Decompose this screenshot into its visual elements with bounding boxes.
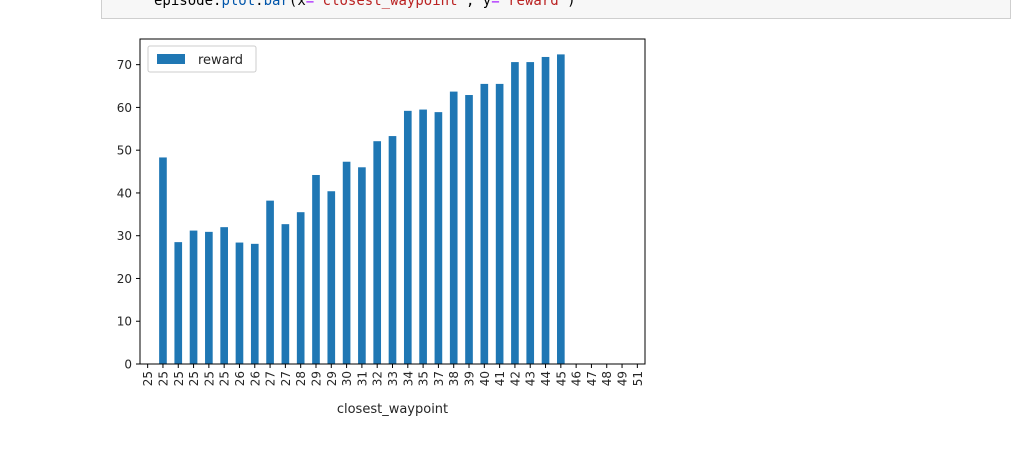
x-tick-label: 43 <box>524 371 538 386</box>
bar <box>541 56 550 365</box>
x-tick-label: 29 <box>325 371 339 386</box>
y-tick-label: 70 <box>117 58 132 72</box>
x-axis-label: closest_waypoint <box>337 402 448 417</box>
code-method-bar: bar <box>263 0 289 9</box>
bar <box>250 243 259 364</box>
x-tick-label: 34 <box>401 371 415 386</box>
code-dot: . <box>255 0 264 9</box>
code-string-y: 'reward' <box>499 0 568 9</box>
code-eq: = <box>305 0 315 9</box>
code-line: episode.plot.bar(x='closest_waypoint', y… <box>154 0 576 11</box>
x-tick-label: 27 <box>279 371 293 386</box>
bar <box>189 230 198 364</box>
x-tick-label: 29 <box>309 371 323 386</box>
code-kw-y: y <box>482 0 492 9</box>
y-tick-label: 20 <box>117 272 132 286</box>
x-tick-label: 30 <box>340 371 354 386</box>
code-paren-close: ) <box>567 0 576 9</box>
legend: reward <box>147 45 257 73</box>
code-paren-open: ( <box>288 0 298 9</box>
x-tick-label: 40 <box>478 371 492 386</box>
legend-label: reward <box>198 53 243 68</box>
y-tick-label: 60 <box>117 101 132 115</box>
bar <box>480 83 489 365</box>
x-tick-label: 44 <box>539 371 553 386</box>
x-tick-label: 35 <box>417 371 431 386</box>
x-tick-label: 49 <box>616 371 630 386</box>
x-axis: 25 25 25 25 25 25 26 26 27 27 28 29 29 30 31 32 33 34 35 37… <box>141 364 645 386</box>
code-object: episode <box>154 0 214 9</box>
x-tick-label: 39 <box>463 371 477 386</box>
bar <box>296 212 305 364</box>
legend-swatch <box>157 54 185 64</box>
bar <box>312 174 320 364</box>
bar <box>266 200 274 364</box>
x-tick-label: 28 <box>294 371 308 386</box>
bar <box>449 91 458 364</box>
y-tick-label: 10 <box>117 315 132 329</box>
x-tick-label: 37 <box>432 371 446 386</box>
x-tick-label: 51 <box>631 371 645 386</box>
x-tick-label: 41 <box>493 371 507 386</box>
bar <box>419 109 427 364</box>
x-tick-label: 25 <box>172 371 186 386</box>
bar <box>557 54 565 364</box>
x-tick-label: 32 <box>371 371 385 386</box>
x-tick-label: 45 <box>554 371 568 386</box>
bar <box>434 112 443 365</box>
y-tick-label: 40 <box>117 186 132 200</box>
x-tick-label: 25 <box>141 371 155 386</box>
bar <box>403 110 412 364</box>
code-method-plot: plot <box>221 0 256 9</box>
bar <box>174 242 183 365</box>
legend-box <box>147 45 257 73</box>
bar <box>235 242 244 364</box>
x-tick-label: 47 <box>585 371 599 386</box>
y-tick-label: 0 <box>124 358 132 372</box>
code-dot: . <box>213 0 222 9</box>
x-tick-label: 48 <box>600 371 614 386</box>
bar <box>205 231 213 364</box>
x-tick-label: 38 <box>447 371 461 386</box>
bar <box>511 62 519 365</box>
x-tick-label: 25 <box>202 371 216 386</box>
x-tick-label: 25 <box>218 371 232 386</box>
bars-group <box>159 54 565 365</box>
code-eq: = <box>491 0 500 9</box>
bar <box>281 224 290 364</box>
x-tick-label: 42 <box>508 371 522 386</box>
bar <box>220 227 228 364</box>
x-tick-label: 31 <box>355 371 369 386</box>
code-kw-x: x <box>297 0 306 9</box>
x-tick-label: 26 <box>233 371 247 386</box>
bar <box>358 167 366 364</box>
bar <box>159 157 167 364</box>
plot-frame <box>139 38 646 365</box>
bar <box>327 191 336 364</box>
bar <box>526 62 535 365</box>
bar <box>342 161 351 364</box>
code-cell[interactable]: episode.plot.bar(x='closest_waypoint', y… <box>101 0 1011 19</box>
x-tick-label: 46 <box>570 371 584 386</box>
code-comma: , <box>465 0 483 9</box>
y-axis: 0 10 20 30 40 50 60 70 <box>117 58 140 372</box>
code-string-x: 'closest_waypoint' <box>314 0 466 9</box>
x-tick-label: 27 <box>264 371 278 386</box>
bar <box>388 136 397 364</box>
bar <box>373 141 382 364</box>
y-tick-label: 30 <box>117 229 132 243</box>
x-tick-label: 25 <box>187 371 201 386</box>
x-tick-label: 33 <box>386 371 400 386</box>
x-tick-label: 25 <box>156 371 170 386</box>
bar <box>495 83 504 365</box>
y-tick-label: 50 <box>117 144 132 158</box>
x-tick-label: 26 <box>248 371 262 386</box>
bar <box>465 95 473 365</box>
